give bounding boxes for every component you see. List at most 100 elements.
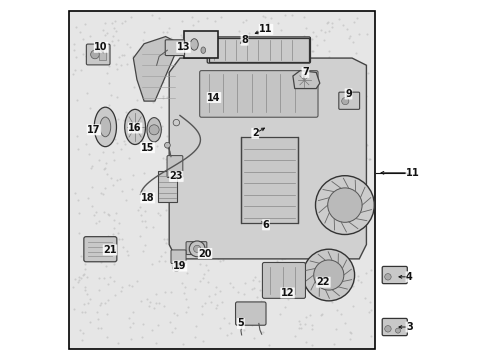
- Point: [159, 94, 166, 99]
- Point: [163, 145, 170, 151]
- Point: [268, 97, 276, 103]
- Point: [114, 230, 122, 236]
- Point: [77, 253, 85, 258]
- Point: [85, 33, 93, 39]
- Point: [150, 306, 158, 311]
- Point: [174, 146, 182, 152]
- Point: [215, 183, 223, 189]
- Point: [88, 184, 96, 190]
- Point: [284, 212, 292, 218]
- Point: [234, 75, 242, 80]
- Point: [163, 188, 170, 193]
- Point: [312, 135, 320, 141]
- Circle shape: [189, 241, 204, 257]
- Point: [160, 303, 168, 309]
- Point: [81, 54, 89, 59]
- Point: [95, 275, 102, 281]
- Point: [161, 289, 169, 295]
- Point: [366, 333, 374, 339]
- Point: [113, 177, 121, 183]
- Point: [291, 284, 299, 290]
- Point: [356, 170, 364, 176]
- Point: [277, 256, 285, 262]
- Point: [276, 124, 284, 130]
- Point: [349, 19, 357, 25]
- Point: [361, 270, 369, 276]
- Point: [318, 182, 326, 188]
- Point: [244, 55, 252, 60]
- Point: [307, 326, 315, 332]
- Point: [321, 30, 328, 35]
- Point: [281, 255, 288, 261]
- Point: [323, 133, 330, 139]
- Point: [305, 312, 313, 318]
- Point: [206, 299, 214, 305]
- Point: [316, 137, 324, 143]
- Point: [111, 238, 119, 244]
- Point: [234, 85, 242, 91]
- Point: [86, 319, 94, 325]
- Text: 6: 6: [262, 220, 269, 230]
- Point: [239, 19, 247, 25]
- Point: [170, 201, 178, 206]
- Point: [282, 229, 290, 235]
- FancyBboxPatch shape: [338, 92, 359, 109]
- Point: [163, 236, 171, 242]
- Point: [246, 43, 254, 49]
- Point: [151, 291, 159, 296]
- Point: [224, 69, 232, 75]
- Point: [120, 52, 127, 58]
- Point: [159, 95, 166, 101]
- Point: [236, 175, 244, 181]
- Point: [343, 81, 351, 87]
- Point: [346, 178, 354, 184]
- Point: [133, 278, 141, 283]
- Point: [285, 202, 293, 208]
- Point: [179, 341, 187, 347]
- Point: [234, 68, 242, 74]
- Ellipse shape: [147, 118, 161, 142]
- Point: [172, 117, 180, 123]
- Point: [190, 224, 198, 230]
- Point: [234, 51, 242, 57]
- Point: [323, 227, 331, 233]
- Point: [124, 282, 132, 288]
- Point: [84, 129, 92, 135]
- Point: [69, 71, 77, 77]
- Point: [149, 224, 157, 230]
- Point: [264, 20, 272, 26]
- Point: [290, 60, 298, 66]
- Point: [110, 279, 118, 284]
- Point: [140, 29, 147, 35]
- Point: [101, 32, 108, 38]
- Point: [178, 34, 186, 40]
- Point: [212, 302, 220, 308]
- Point: [331, 326, 339, 332]
- Point: [169, 310, 177, 316]
- Point: [138, 218, 146, 224]
- Ellipse shape: [190, 39, 198, 50]
- Point: [118, 52, 126, 58]
- Point: [340, 127, 348, 133]
- Point: [355, 91, 363, 97]
- Point: [95, 157, 103, 163]
- Point: [112, 28, 120, 33]
- Point: [229, 229, 237, 234]
- Point: [110, 42, 118, 48]
- Point: [211, 195, 219, 201]
- Point: [155, 117, 163, 123]
- Point: [251, 308, 259, 314]
- Point: [311, 228, 319, 234]
- Point: [278, 178, 285, 184]
- Point: [218, 300, 226, 305]
- Point: [266, 15, 274, 21]
- Text: 9: 9: [345, 89, 351, 99]
- Point: [141, 121, 148, 126]
- Point: [158, 198, 165, 203]
- Point: [325, 154, 332, 160]
- Point: [103, 30, 111, 36]
- Point: [226, 132, 234, 138]
- Point: [97, 48, 104, 53]
- Point: [222, 65, 230, 71]
- Text: 12: 12: [280, 288, 294, 298]
